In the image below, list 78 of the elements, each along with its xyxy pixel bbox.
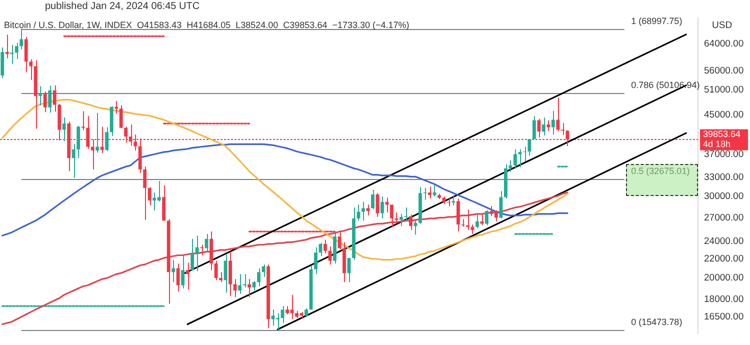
candlestick bbox=[233, 278, 237, 298]
candlestick bbox=[5, 34, 9, 59]
candlestick bbox=[400, 213, 403, 227]
chart-subtitle: published Jan 24, 2024 06:45 UTC bbox=[45, 1, 200, 12]
candlestick bbox=[480, 214, 484, 226]
y-tick-label: 45000.00 bbox=[704, 109, 744, 120]
y-tick-label: 22000.00 bbox=[704, 254, 744, 264]
candlestick bbox=[556, 97, 560, 132]
y-tick-label: 33000.00 bbox=[704, 172, 744, 183]
candlestick bbox=[362, 201, 365, 222]
candlestick bbox=[214, 260, 218, 281]
ref-line-label: 1 (68997.75) bbox=[631, 16, 682, 26]
candlestick bbox=[366, 204, 370, 216]
y-axis-title: USD bbox=[712, 20, 732, 31]
candlestick bbox=[219, 272, 223, 283]
candlestick bbox=[499, 190, 503, 219]
ref-line-label: 0.786 (50106.94) bbox=[631, 80, 700, 90]
candlestick bbox=[186, 262, 190, 290]
candlestick bbox=[119, 104, 123, 129]
y-tick-label: 24000.00 bbox=[704, 236, 744, 247]
text: 39853.64 bbox=[703, 128, 741, 139]
y-tick-label: 16500.00 bbox=[704, 311, 744, 322]
candlestick bbox=[428, 186, 432, 199]
ref-line-label: 0.5 (32675.01) bbox=[631, 166, 690, 176]
candlestick bbox=[409, 214, 412, 230]
candlestick bbox=[390, 204, 394, 228]
candlestick bbox=[148, 186, 152, 206]
candlestick bbox=[10, 44, 14, 64]
candlestick bbox=[542, 117, 546, 136]
candlestick bbox=[172, 259, 176, 283]
y-tick-label: 30000.00 bbox=[704, 191, 744, 202]
candlestick bbox=[105, 126, 109, 152]
candlestick bbox=[532, 116, 536, 140]
candlestick bbox=[314, 246, 318, 275]
candlestick bbox=[24, 36, 28, 73]
candlestick bbox=[238, 274, 242, 294]
y-tick-label: 51000.00 bbox=[704, 84, 744, 96]
candlestick bbox=[248, 278, 251, 298]
y-tick-label: 27000.00 bbox=[704, 212, 744, 224]
candlestick bbox=[456, 198, 460, 232]
candlestick bbox=[475, 213, 479, 229]
chart-title: Bitcoin / U.S. Dollar, 1W, INDEX O41583.43 H41684.05 L38524.00 C39853.64 −1733.30 (−4.17%) bbox=[4, 20, 410, 30]
candlestick bbox=[513, 148, 517, 169]
candlestick bbox=[143, 166, 147, 220]
candlestick bbox=[29, 58, 33, 81]
y-tick-label: 20000.00 bbox=[704, 272, 744, 284]
candlestick bbox=[484, 210, 488, 226]
y-tick-label: 37000.00 bbox=[704, 148, 744, 160]
text: 4d 18h bbox=[703, 138, 731, 149]
candlestick bbox=[224, 254, 228, 294]
y-tick-label: 64000.00 bbox=[704, 38, 744, 50]
candlestick bbox=[48, 85, 52, 114]
candlestick bbox=[404, 206, 408, 222]
candlestick bbox=[43, 91, 47, 113]
candlestick bbox=[190, 238, 194, 271]
candlestick bbox=[518, 148, 522, 168]
candlestick bbox=[195, 235, 199, 272]
candlestick bbox=[176, 263, 180, 292]
y-tick-label: 56000.00 bbox=[704, 65, 744, 76]
candlestick bbox=[371, 189, 374, 210]
candlestick bbox=[551, 110, 555, 136]
candlestick bbox=[81, 110, 85, 131]
candlestick bbox=[228, 251, 232, 296]
candlestick bbox=[204, 233, 208, 254]
ref-line-label: 0 (15473.78) bbox=[631, 316, 682, 327]
candlestick bbox=[257, 268, 260, 287]
candlestick bbox=[546, 120, 550, 132]
candlestick bbox=[96, 112, 100, 154]
candlestick bbox=[62, 117, 66, 142]
candlestick bbox=[38, 86, 42, 106]
candlestick bbox=[252, 280, 256, 292]
candlestick bbox=[181, 254, 185, 289]
candlestick bbox=[162, 184, 166, 222]
candlestick bbox=[452, 194, 456, 206]
y-tick-label: 18000.00 bbox=[704, 294, 744, 305]
candlestick bbox=[380, 196, 384, 219]
candlestick bbox=[324, 239, 327, 254]
candlestick bbox=[0, 46, 4, 79]
